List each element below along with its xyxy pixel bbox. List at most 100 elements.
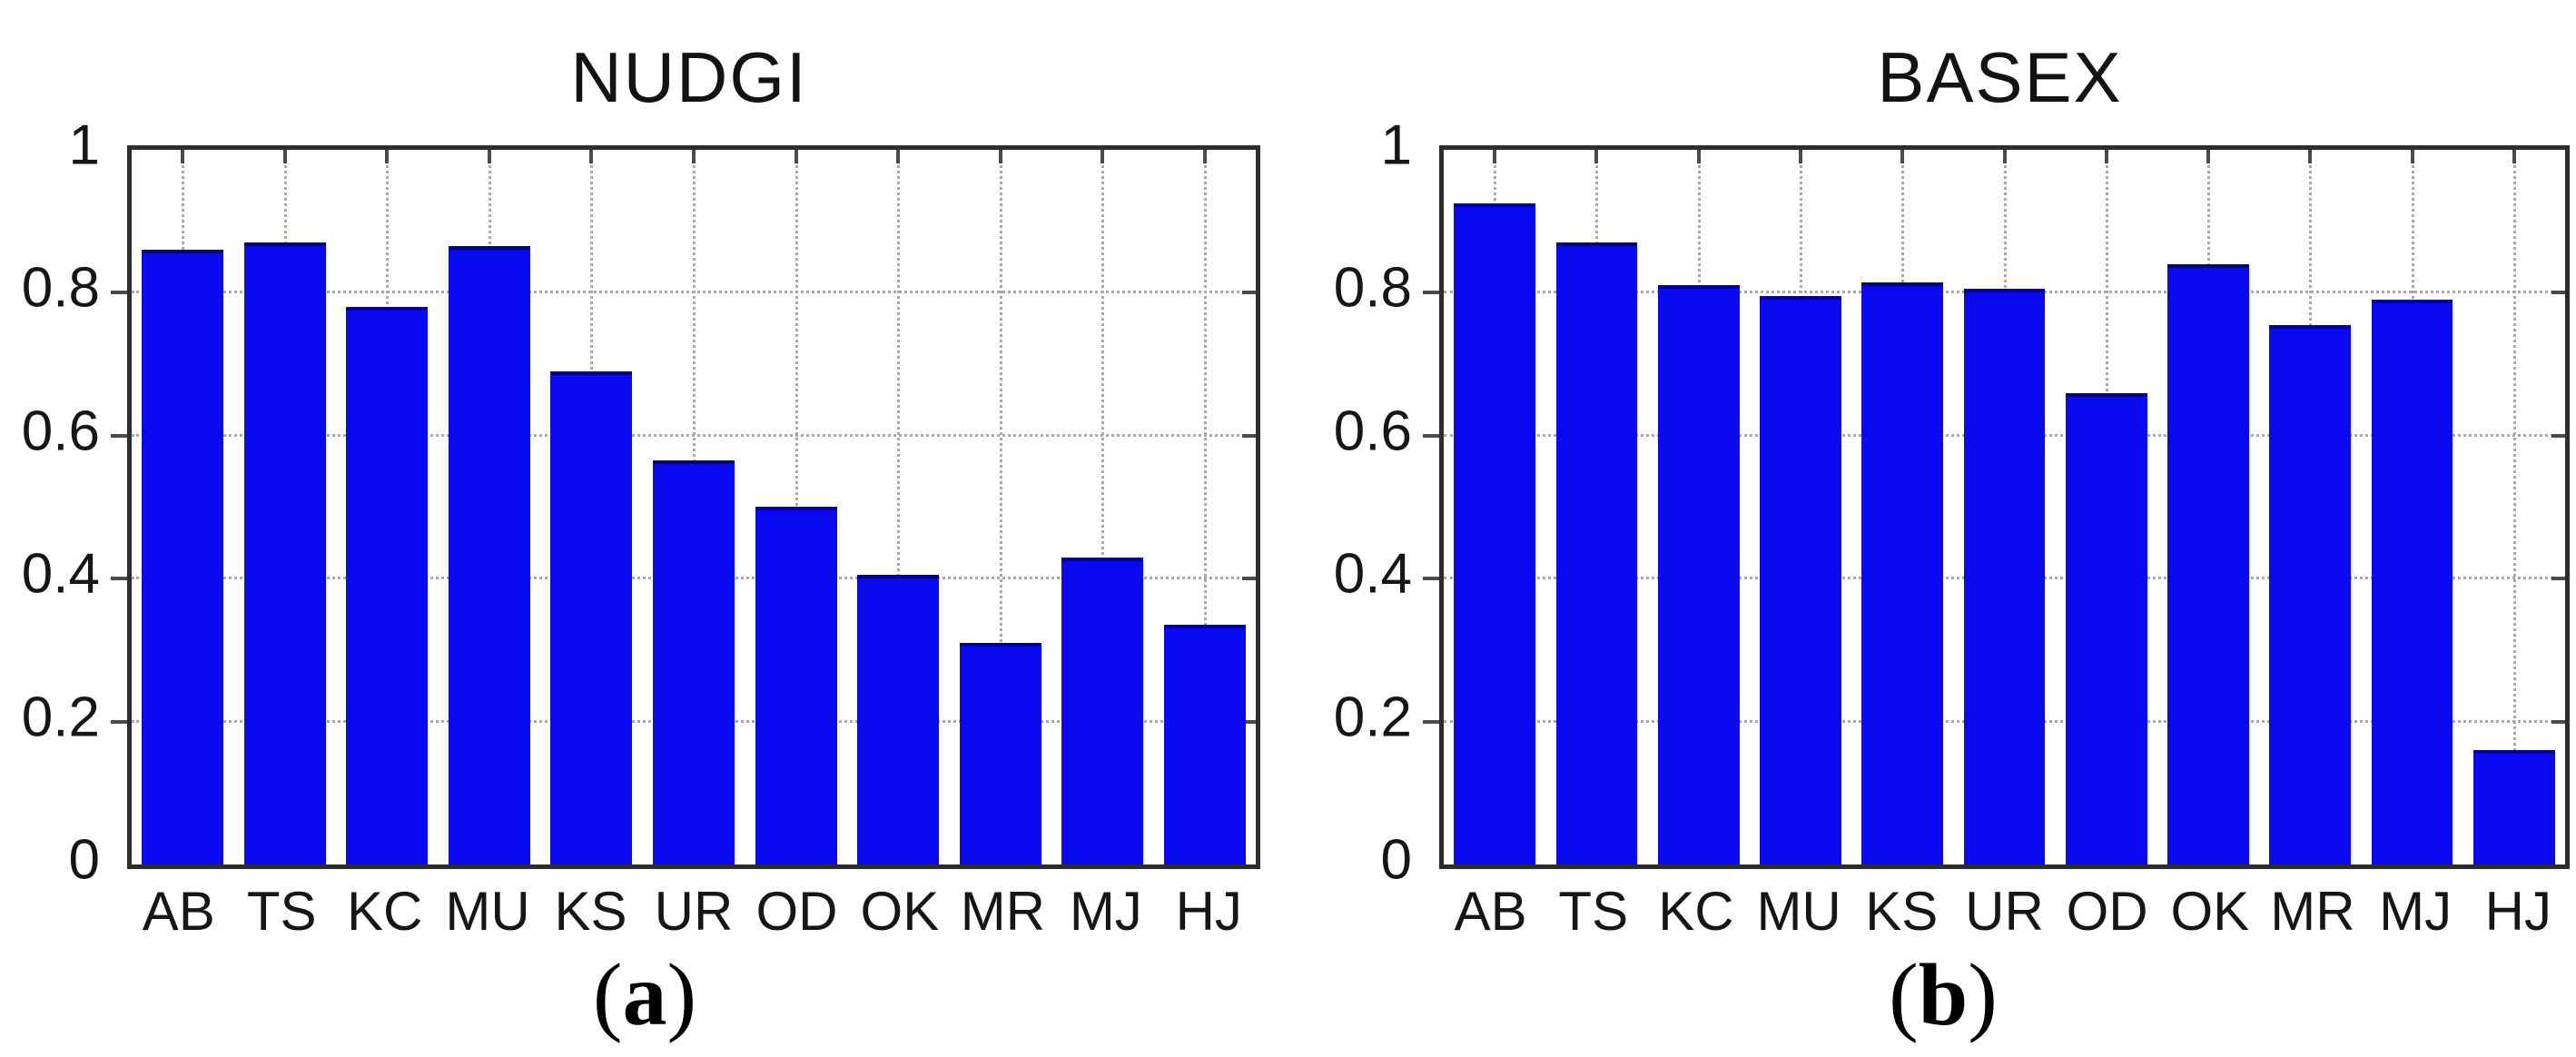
y-axis-tick-mark xyxy=(111,291,127,295)
x-category-label: KC xyxy=(346,881,423,942)
vertical-gridline xyxy=(2512,150,2516,864)
y-axis-tick-mark-right xyxy=(1242,719,1256,724)
bar-hj xyxy=(1163,625,1246,864)
panel-label-close-paren: ) xyxy=(1968,946,1998,1044)
vertical-gridline xyxy=(1101,150,1105,864)
bar-ks xyxy=(1861,282,1944,864)
x-axis-tick-mark xyxy=(1696,150,1701,163)
x-axis-tick-mark xyxy=(998,150,1002,163)
x-category-label: OK xyxy=(2170,881,2250,942)
bar-kc xyxy=(1657,285,1740,864)
x-axis-tick-mark xyxy=(2308,150,2313,163)
x-axis-tick-mark xyxy=(1900,150,1905,163)
x-axis-tick-mark xyxy=(1100,150,1105,163)
y-tick-label: 0.8 xyxy=(1333,256,1412,320)
x-category-label: HJ xyxy=(1175,881,1242,942)
bar-ts xyxy=(243,242,326,864)
bar-mr xyxy=(959,642,1041,864)
y-axis-tick-mark xyxy=(1423,291,1439,295)
y-axis-tick-mark-right xyxy=(2551,719,2565,724)
x-axis-tick-mark xyxy=(1202,150,1207,163)
x-axis-tick-mark xyxy=(896,150,901,163)
y-axis-tick-mark xyxy=(111,577,127,581)
bar-mu xyxy=(448,246,530,864)
x-axis-tick-mark xyxy=(589,150,594,163)
bar-ur xyxy=(1963,289,2046,864)
y-axis-tick-mark-right xyxy=(1242,433,1256,438)
chart-a-plot-area xyxy=(111,145,1260,869)
bar-ab xyxy=(1454,203,1536,864)
x-category-label: MU xyxy=(445,881,530,942)
x-category-label: KS xyxy=(554,881,627,942)
y-axis-tick-mark xyxy=(111,719,127,724)
x-category-label: MR xyxy=(2270,881,2355,942)
y-axis-tick-mark xyxy=(1423,577,1439,581)
bar-hj xyxy=(2472,750,2555,864)
x-category-label: OD xyxy=(755,881,838,942)
x-category-label: OK xyxy=(860,881,940,942)
x-category-label: KC xyxy=(1658,881,1734,942)
x-axis-tick-mark xyxy=(2104,150,2108,163)
x-axis-tick-mark xyxy=(794,150,798,163)
y-axis-tick-mark xyxy=(1423,719,1439,724)
bar-kc xyxy=(346,307,429,864)
bar-od xyxy=(755,507,837,864)
x-category-label: KS xyxy=(1865,881,1939,942)
x-category-label: OD xyxy=(2066,881,2148,942)
y-axis-tick-mark xyxy=(111,433,127,438)
chart-a-x-axis-labels: AB TS KC MU KS UR OD OK MR MJ HJ xyxy=(127,883,1260,941)
x-axis-tick-mark xyxy=(2410,150,2414,163)
x-category-label: MJ xyxy=(2379,881,2453,942)
y-axis-tick-mark-right xyxy=(1242,291,1256,295)
y-tick-label: 0 xyxy=(68,828,100,892)
x-axis-tick-mark xyxy=(385,150,390,163)
y-axis-tick-mark-right xyxy=(2551,291,2565,295)
x-axis-tick-mark xyxy=(692,150,696,163)
y-tick-label: 1 xyxy=(68,114,100,177)
vertical-gridline xyxy=(897,150,901,864)
x-axis-tick-mark xyxy=(1798,150,1802,163)
x-axis-tick-mark xyxy=(1493,150,1497,163)
y-tick-label: 0.4 xyxy=(1333,542,1412,606)
x-category-label: MR xyxy=(960,881,1045,942)
chart-a-title: NUDGI xyxy=(570,37,808,117)
panel-label-letter: a xyxy=(622,946,667,1044)
x-category-label: UR xyxy=(654,881,734,942)
x-category-label: AB xyxy=(1454,881,1527,942)
bar-od xyxy=(2065,392,2147,864)
y-axis-tick-mark xyxy=(1423,433,1439,438)
chart-b-plot-area xyxy=(1423,145,2570,869)
x-axis-tick-mark xyxy=(487,150,491,163)
y-axis-tick-mark-right xyxy=(1242,577,1256,581)
bar-ab xyxy=(142,250,224,864)
x-axis-tick-mark xyxy=(181,150,185,163)
y-tick-label: 0 xyxy=(1380,828,1412,892)
y-tick-label: 0.2 xyxy=(21,686,100,749)
y-axis-tick-mark-right xyxy=(2551,433,2565,438)
panel-label-open-paren: ( xyxy=(592,946,623,1044)
x-category-label: TS xyxy=(1558,881,1629,942)
y-tick-label: 0.6 xyxy=(21,400,100,463)
chart-b-title: BASEX xyxy=(1877,37,2123,117)
panel-label-open-paren: ( xyxy=(1889,946,1919,1044)
bar-mr xyxy=(2269,324,2352,864)
vertical-gridline xyxy=(1203,150,1207,864)
x-axis-tick-mark xyxy=(2002,150,2007,163)
chart-b-x-axis-labels: AB TS KC MU KS UR OD OK MR MJ HJ xyxy=(1439,883,2570,941)
panel-label-letter: b xyxy=(1918,946,1969,1044)
y-tick-label: 0.4 xyxy=(21,542,100,606)
x-axis-tick-mark xyxy=(1594,150,1599,163)
x-axis-tick-mark xyxy=(2206,150,2211,163)
chart-b-panel-label: (b) xyxy=(1321,946,2565,1051)
x-category-label: HJ xyxy=(2484,881,2551,942)
bar-ts xyxy=(1555,242,1638,864)
y-tick-label: 0.6 xyxy=(1333,400,1412,463)
vertical-gridline xyxy=(999,150,1002,864)
chart-a-y-axis-labels: 0 0.2 0.4 0.6 0.8 1 xyxy=(9,114,109,892)
bar-mu xyxy=(1760,296,1841,864)
x-category-label: MJ xyxy=(1069,881,1142,942)
chart-b-y-axis-labels: 0 0.2 0.4 0.6 0.8 1 xyxy=(1318,114,1421,892)
y-tick-label: 0.8 xyxy=(21,256,100,320)
bar-mj xyxy=(1061,557,1144,864)
